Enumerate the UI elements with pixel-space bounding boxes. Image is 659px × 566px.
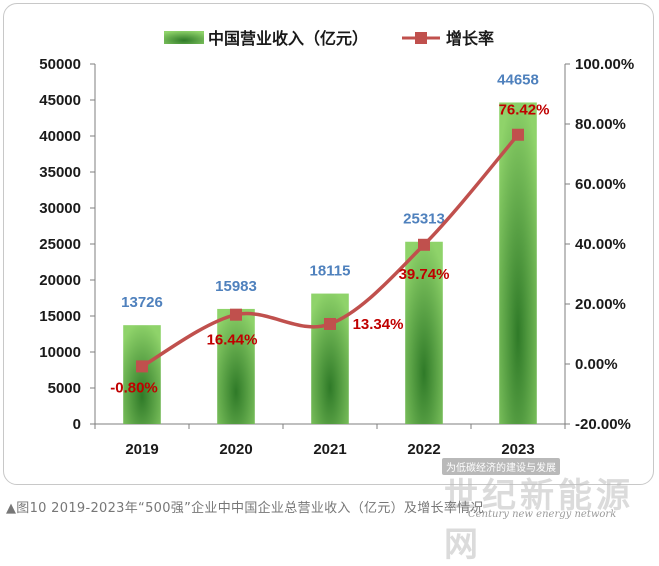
legend-swatch-rate-marker	[415, 32, 427, 44]
legend-swatch-revenue	[164, 31, 204, 44]
y2-tick-label: -20.00%	[575, 416, 631, 433]
y-tick-label: 50000	[39, 56, 81, 73]
growth-rate-marker	[230, 308, 242, 321]
revenue-data-label: 15983	[215, 278, 257, 295]
y2-tick-label: 100.00%	[575, 56, 634, 73]
y-tick-label: 5000	[48, 380, 81, 397]
legend: 中国营业收入（亿元） 增长率	[164, 29, 494, 48]
y-tick-label: 35000	[39, 164, 81, 181]
revenue-bars	[123, 102, 537, 424]
x-tick-label: 2021	[313, 441, 346, 458]
y2-tick-label: 20.00%	[575, 296, 626, 313]
y-tick-label: 15000	[39, 308, 81, 325]
watermark-english: Century new energy network	[468, 509, 617, 520]
x-tick-label: 2019	[125, 441, 158, 458]
growth-rate-marker	[512, 128, 524, 141]
y-tick-label: 10000	[39, 344, 81, 361]
legend-label-rate: 增长率	[446, 29, 494, 48]
revenue-data-label: 18115	[310, 263, 351, 280]
y2-tick-label: 0.00%	[575, 356, 618, 373]
combo-chart: 中国营业收入（亿元） 增长率 0 5000 10000 15000 20000 25000…	[39, 29, 634, 458]
figure-caption: ▲图10 2019-2023年“500强”企业中中国企业总营业收入（亿元）及增长…	[6, 501, 484, 516]
y2-tick-label: 60.00%	[575, 176, 626, 193]
growth-rate-marker	[324, 317, 336, 330]
growth-rate-data-label: 13.34%	[353, 316, 404, 333]
growth-rate-marker	[418, 238, 430, 251]
watermark-tag: 为低碳经济的建设与发展	[442, 458, 560, 475]
growth-rate-labels: -0.80% 16.44% 13.34% 39.74% 76.42%	[110, 102, 549, 397]
y-tick-label: 0	[73, 416, 81, 433]
y-tick-label: 25000	[39, 236, 81, 253]
y-axis-right: -20.00% 0.00% 20.00% 40.00% 60.00% 80.00% 100.…	[564, 56, 634, 433]
y-tick-label: 30000	[39, 200, 81, 217]
revenue-bar	[123, 325, 161, 424]
revenue-data-label: 25313	[403, 211, 445, 228]
revenue-bar	[311, 293, 349, 424]
y2-tick-label: 80.00%	[575, 116, 626, 133]
growth-rate-data-label: 16.44%	[207, 332, 258, 349]
y-tick-label: 40000	[39, 128, 81, 145]
revenue-data-label: 13726	[121, 294, 163, 311]
y-tick-label: 45000	[39, 92, 81, 109]
x-tick-label: 2022	[407, 441, 440, 458]
x-axis: 2019 2020 2021 2022 2023	[94, 423, 566, 458]
x-tick-label: 2020	[219, 441, 252, 458]
x-tick-label: 2023	[501, 441, 534, 458]
growth-rate-data-label: -0.80%	[110, 379, 158, 396]
legend-label-revenue: 中国营业收入（亿元）	[208, 29, 368, 48]
revenue-data-label: 44658	[497, 71, 539, 88]
growth-rate-data-label: 39.74%	[399, 266, 450, 283]
y2-tick-label: 40.00%	[575, 236, 626, 253]
revenue-labels: 13726 15983 18115 25313 44658	[121, 71, 539, 311]
y-tick-label: 20000	[39, 272, 81, 289]
growth-rate-data-label: 76.42%	[499, 102, 550, 119]
growth-rate-marker	[136, 360, 148, 373]
y-axis-left: 0 5000 10000 15000 20000 25000 30000 35000 40000…	[39, 56, 96, 433]
revenue-bar	[405, 241, 443, 424]
growth-rate-line	[136, 128, 524, 373]
revenue-bar	[499, 102, 537, 424]
revenue-bar	[217, 308, 255, 424]
